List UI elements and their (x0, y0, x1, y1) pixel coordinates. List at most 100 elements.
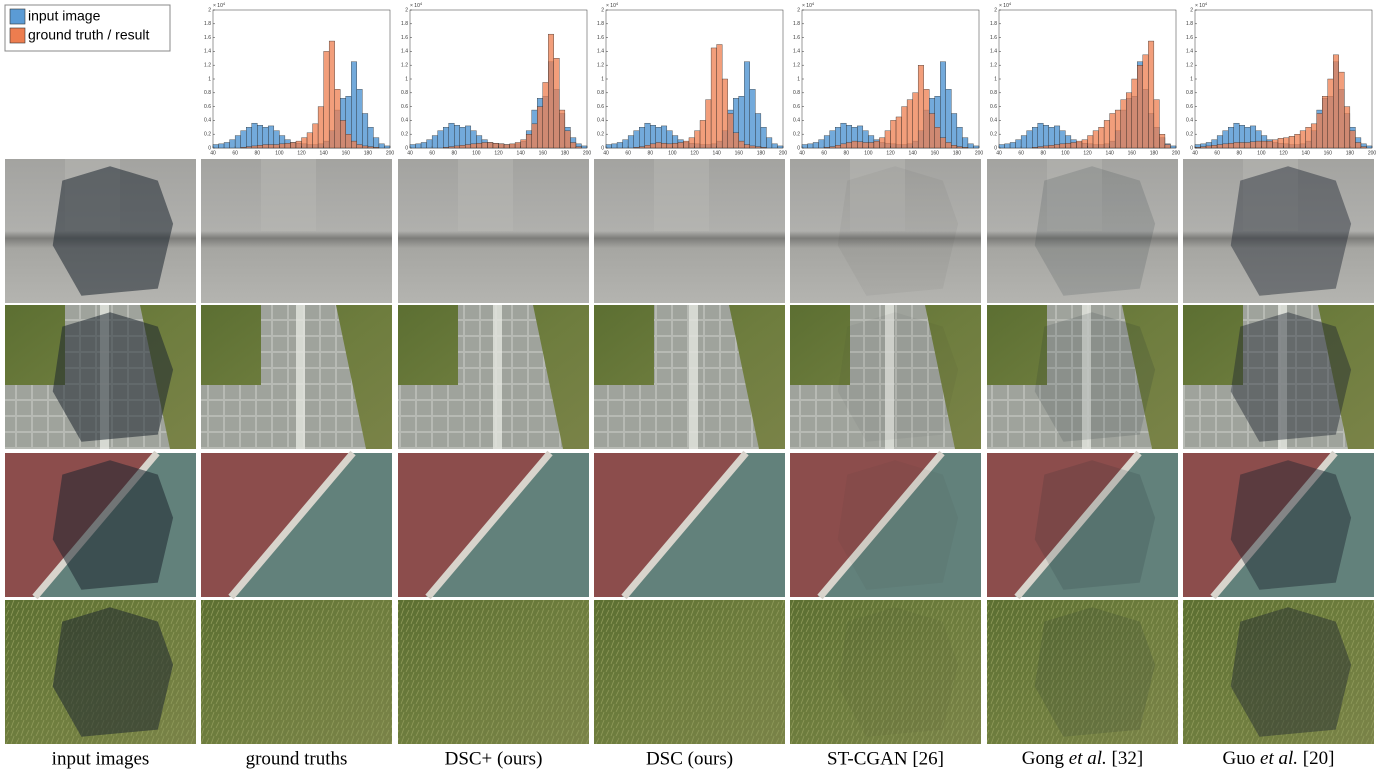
y-tick-label: 1.4 (401, 49, 408, 55)
x-tick-label: 120 (297, 150, 306, 156)
histogram-bar (1355, 142, 1361, 148)
histogram-bar (1104, 120, 1110, 148)
x-tick-label: 120 (690, 150, 699, 156)
histogram-bar (504, 145, 510, 148)
histogram-bar (1306, 127, 1312, 148)
x-tick-label: 40 (210, 150, 216, 156)
histogram-bar (929, 114, 935, 149)
histogram-bar (1289, 136, 1295, 148)
histogram-bar (755, 114, 761, 149)
histogram-bar (946, 142, 952, 148)
histogram-bar (1126, 93, 1132, 148)
histogram: 40608010012014016018020000.20.40.60.811.… (401, 1, 591, 156)
caption-part: [32] (1107, 748, 1143, 769)
caption: DSC (ours) (646, 748, 733, 769)
y-tick-label: 0.6 (990, 104, 997, 110)
histogram-bar (683, 141, 689, 148)
histogram-bar (1121, 100, 1127, 148)
histogram-bar (1065, 143, 1071, 148)
shadow (1231, 166, 1351, 296)
y-tick-label: 1.2 (1186, 63, 1193, 69)
y-tick-label: 1 (994, 76, 997, 82)
x-tick-label: 80 (451, 150, 457, 156)
histogram-bar (290, 142, 296, 148)
histogram-bar (639, 127, 645, 148)
histogram-bar (808, 144, 814, 148)
histogram-bar (973, 146, 979, 148)
y-tick-label: 0 (797, 145, 800, 151)
histogram-bar (846, 142, 852, 148)
histogram-bar (296, 141, 302, 148)
shadow (53, 166, 173, 296)
y-tick-label: 0 (994, 145, 997, 151)
histogram-bar (1278, 138, 1284, 148)
histogram-bar (1143, 55, 1149, 148)
histogram-bar (802, 145, 808, 148)
shadow (1231, 312, 1351, 442)
histogram-bar (689, 138, 695, 148)
histogram-bar (1311, 124, 1317, 148)
photo-detail (296, 305, 305, 449)
y-tick-label: 0.2 (597, 132, 604, 138)
histogram-bar (1027, 131, 1033, 148)
y-tick-label: 1 (208, 76, 211, 82)
histogram-bar (335, 89, 341, 148)
histogram-bar (824, 147, 830, 148)
histogram-bar (1170, 146, 1176, 148)
x-tick-label: 160 (1128, 150, 1137, 156)
histogram-bar (1256, 141, 1262, 148)
histogram-bar (1010, 142, 1016, 148)
y-tick-label: 1.4 (793, 49, 800, 55)
histogram-bar (891, 120, 897, 148)
y-multiplier-base: × 10 (1195, 3, 1205, 9)
histogram-bar (230, 140, 236, 148)
y-multiplier: × 104 (999, 1, 1012, 9)
x-tick-label: 120 (1083, 150, 1092, 156)
histogram-bar (274, 145, 280, 148)
histogram-bar (1300, 131, 1306, 148)
histogram-bar (1165, 145, 1171, 148)
y-tick-label: 1.8 (990, 21, 997, 27)
photo-detail (689, 305, 698, 449)
histogram-bar (213, 145, 219, 148)
histogram-bar (324, 51, 330, 148)
histogram-bar (868, 142, 874, 148)
x-tick-label: 160 (735, 150, 744, 156)
histogram-bar (581, 146, 587, 148)
x-tick-label: 60 (1214, 150, 1220, 156)
histogram-bar (1154, 100, 1160, 148)
y-tick-label: 0 (208, 145, 211, 151)
histogram-bar (706, 100, 712, 148)
x-tick-label: 40 (799, 150, 805, 156)
histogram-bar (532, 124, 538, 148)
histogram-bar (661, 143, 667, 148)
y-tick-label: 1.2 (597, 63, 604, 69)
y-tick-label: 1.6 (990, 35, 997, 41)
caption: ground truths (246, 748, 348, 769)
histogram-bar (1021, 136, 1027, 148)
histogram-bar (612, 144, 618, 148)
histogram: 40608010012014016018020000.20.40.60.811.… (204, 1, 394, 156)
histogram-bar (454, 146, 460, 148)
y-multiplier: × 104 (213, 1, 226, 9)
histogram-bar (257, 145, 263, 148)
histogram-bar (1212, 145, 1218, 148)
x-tick-label: 180 (561, 150, 570, 156)
histogram-bar (744, 62, 750, 148)
y-tick-label: 0.8 (401, 90, 408, 96)
histogram-bar (252, 146, 258, 148)
histogram-bar (246, 127, 252, 148)
x-tick-label: 80 (1236, 150, 1242, 156)
histogram-bar (813, 142, 819, 148)
histogram-bar (487, 142, 493, 148)
histogram-bar (907, 100, 913, 148)
histogram-bar (307, 133, 313, 148)
x-tick-label: 80 (647, 150, 653, 156)
histogram-bar (639, 147, 645, 148)
y-multiplier-exponent: 4 (420, 1, 423, 6)
histogram-bar (857, 142, 863, 148)
y-multiplier: × 104 (410, 1, 423, 9)
histogram-bar (1317, 114, 1323, 149)
histogram-bar (940, 138, 946, 148)
histogram-bar (841, 144, 847, 148)
